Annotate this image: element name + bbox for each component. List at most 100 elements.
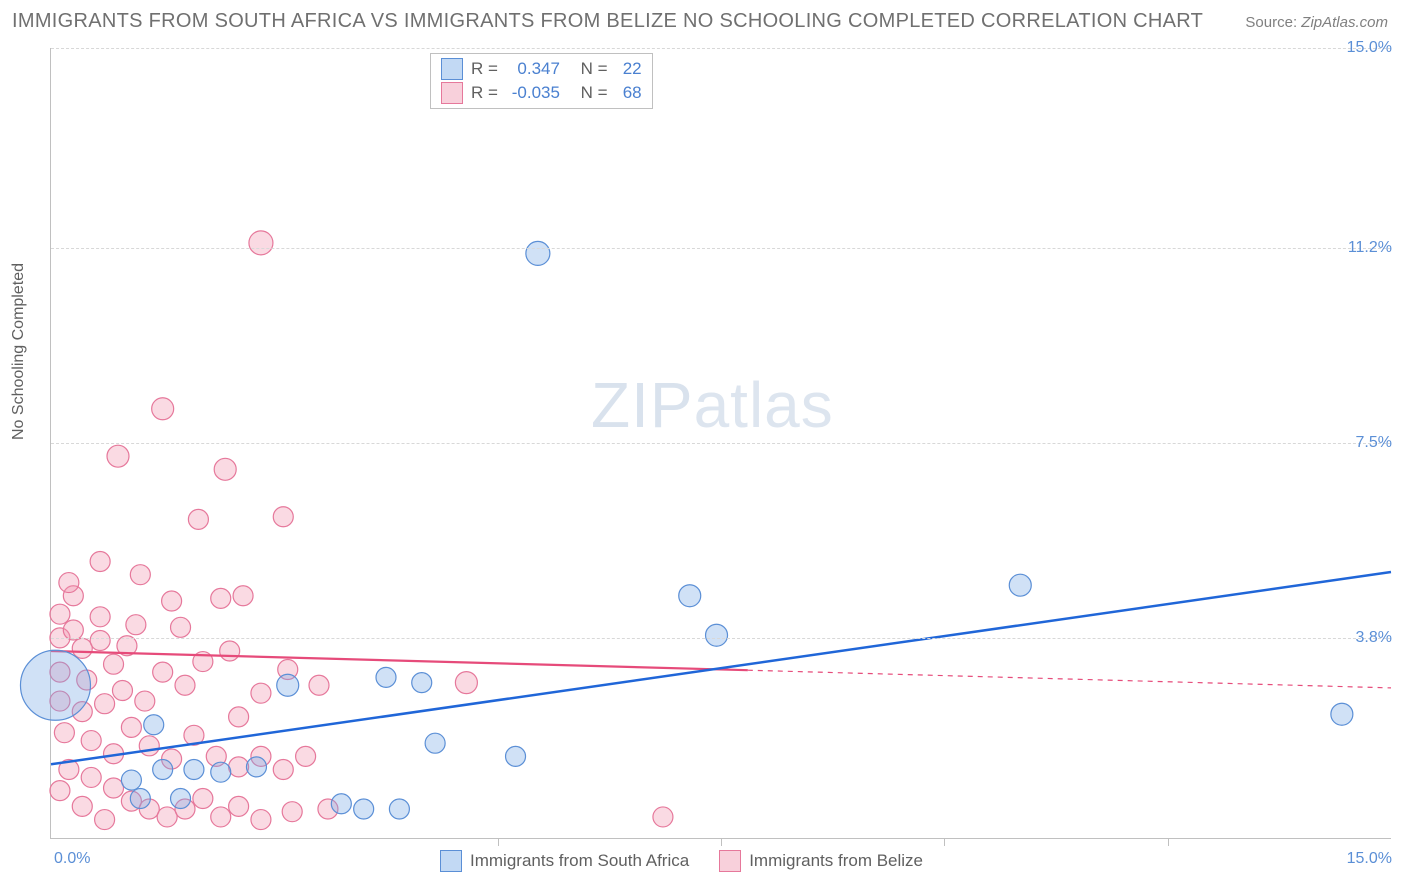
data-point <box>653 807 673 827</box>
data-point <box>121 717 141 737</box>
x-tick <box>944 838 945 846</box>
data-point <box>526 241 550 265</box>
data-point <box>331 794 351 814</box>
r-value: -0.035 <box>506 83 560 103</box>
n-value: 22 <box>616 59 642 79</box>
y-tick-label: 7.5% <box>1356 434 1392 452</box>
data-point <box>389 799 409 819</box>
x-axis-min-label: 0.0% <box>54 850 90 868</box>
data-point <box>152 398 174 420</box>
data-point <box>72 638 92 658</box>
data-point <box>130 789 150 809</box>
source-label: Source: <box>1245 14 1297 31</box>
data-point <box>220 641 240 661</box>
data-point <box>104 654 124 674</box>
data-point <box>139 736 159 756</box>
data-point <box>282 802 302 822</box>
data-point <box>81 767 101 787</box>
n-value: 68 <box>616 83 642 103</box>
r-value: 0.347 <box>506 59 560 79</box>
data-point <box>233 586 253 606</box>
data-point <box>90 552 110 572</box>
data-point <box>188 509 208 529</box>
data-point <box>193 789 213 809</box>
n-label: N = <box>581 59 608 79</box>
gridline <box>51 443 1391 444</box>
data-point <box>112 681 132 701</box>
chart-plot-area: ZIPatlas <box>50 48 1391 839</box>
data-point <box>90 607 110 627</box>
data-point <box>104 778 124 798</box>
data-point <box>175 675 195 695</box>
swatch-icon <box>441 82 463 104</box>
data-point <box>277 674 299 696</box>
data-point <box>679 585 701 607</box>
data-point <box>162 591 182 611</box>
data-point <box>50 604 70 624</box>
n-label: N = <box>581 83 608 103</box>
data-point <box>121 770 141 790</box>
y-axis-label: No Schooling Completed <box>10 263 28 440</box>
data-point <box>211 588 231 608</box>
gridline <box>51 638 1391 639</box>
data-point <box>72 796 92 816</box>
correlation-legend: R = 0.347 N = 22 R = -0.035 N = 68 <box>430 53 653 109</box>
data-point <box>135 691 155 711</box>
source-attribution: Source: ZipAtlas.com <box>1245 14 1388 31</box>
legend-label: Immigrants from Belize <box>749 851 923 871</box>
legend-label: Immigrants from South Africa <box>470 851 689 871</box>
data-point <box>214 458 236 480</box>
data-point <box>246 757 266 777</box>
data-point <box>95 694 115 714</box>
gridline <box>51 248 1391 249</box>
data-point <box>184 760 204 780</box>
x-tick <box>1168 838 1169 846</box>
data-point <box>81 731 101 751</box>
data-point <box>130 565 150 585</box>
data-point <box>412 673 432 693</box>
data-point <box>249 231 273 255</box>
data-point <box>20 650 90 720</box>
data-point <box>309 675 329 695</box>
chart-title: IMMIGRANTS FROM SOUTH AFRICA VS IMMIGRAN… <box>12 10 1203 33</box>
legend-row: R = -0.035 N = 68 <box>441 81 642 105</box>
data-point <box>59 573 79 593</box>
series-legend: Immigrants from South Africa Immigrants … <box>440 850 923 872</box>
x-tick <box>498 838 499 846</box>
data-point <box>126 615 146 635</box>
data-point <box>706 624 728 646</box>
gridline <box>51 48 1391 49</box>
data-point <box>107 445 129 467</box>
data-point <box>251 683 271 703</box>
data-point <box>425 733 445 753</box>
data-point <box>273 507 293 527</box>
data-point <box>171 617 191 637</box>
data-point <box>455 672 477 694</box>
data-point <box>506 746 526 766</box>
swatch-icon <box>441 58 463 80</box>
data-point <box>296 746 316 766</box>
data-point <box>1331 703 1353 725</box>
data-point <box>273 760 293 780</box>
trend-line-extrapolated <box>748 670 1391 688</box>
legend-item: Immigrants from Belize <box>719 850 923 872</box>
swatch-icon <box>719 850 741 872</box>
data-point <box>50 781 70 801</box>
y-tick-label: 11.2% <box>1348 239 1392 257</box>
data-point <box>157 807 177 827</box>
data-point <box>54 723 74 743</box>
data-point <box>171 789 191 809</box>
swatch-icon <box>440 850 462 872</box>
data-point <box>376 667 396 687</box>
data-point <box>354 799 374 819</box>
data-point <box>229 757 249 777</box>
data-point <box>251 810 271 830</box>
data-point <box>144 715 164 735</box>
r-label: R = <box>471 59 498 79</box>
legend-row: R = 0.347 N = 22 <box>441 57 642 81</box>
data-point <box>229 796 249 816</box>
source-value: ZipAtlas.com <box>1301 14 1388 31</box>
y-tick-label: 15.0% <box>1347 39 1392 57</box>
data-point <box>1009 574 1031 596</box>
r-label: R = <box>471 83 498 103</box>
